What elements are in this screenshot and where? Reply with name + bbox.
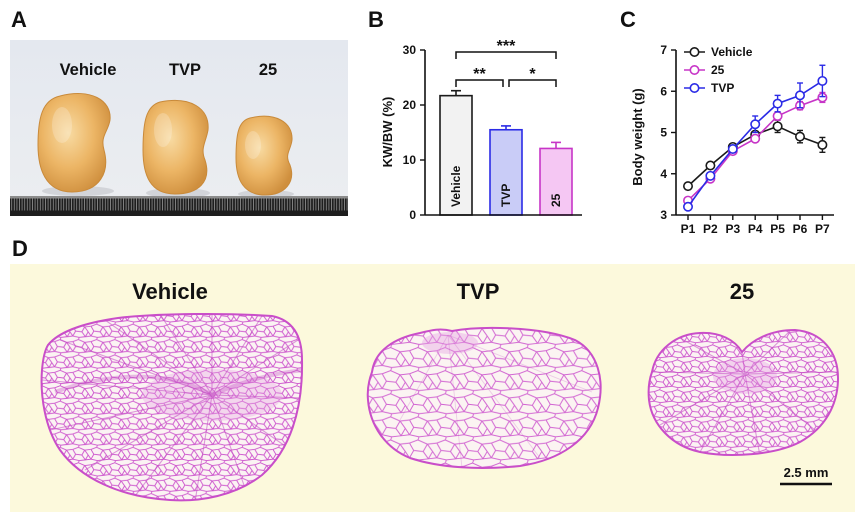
- legend-marker: [689, 83, 700, 94]
- bar-y-tick-label: 10: [403, 153, 417, 167]
- kidney-highlight: [52, 107, 72, 143]
- photo-label-vehicle: Vehicle: [60, 61, 117, 79]
- data-point: [772, 121, 783, 132]
- line-y-tick-label: 3: [660, 208, 667, 222]
- data-point: [705, 170, 716, 181]
- panel-a-label: A: [11, 7, 27, 32]
- data-point: [750, 119, 761, 130]
- bar-label-tvp: TVP: [499, 184, 513, 207]
- data-point: [727, 144, 738, 155]
- data-point: [772, 98, 783, 109]
- line-y-tick-label: 6: [660, 84, 667, 98]
- series-tvp: [682, 64, 828, 212]
- legend-label: Vehicle: [711, 45, 753, 59]
- hilum-region: [422, 332, 478, 354]
- ruler-ticks: [10, 198, 348, 211]
- line-x-tick-label: P4: [748, 222, 763, 236]
- line-x-tick-label: P6: [793, 222, 808, 236]
- significance-label: *: [529, 66, 536, 83]
- line-x-tick-label: P7: [815, 222, 830, 236]
- significance-label: **: [473, 66, 486, 83]
- data-point: [682, 201, 693, 212]
- series-line-25: [687, 96, 823, 202]
- significance-bracket: [508, 79, 557, 87]
- data-point: [817, 75, 828, 86]
- line-y-tick-label: 4: [660, 167, 667, 181]
- legend-marker: [689, 46, 700, 57]
- panel-d-label: D: [12, 236, 28, 261]
- panel-a: A Vehicle TVP 25: [10, 7, 348, 216]
- line-x-tick-label: P2: [703, 222, 718, 236]
- line-y-tick-label: 7: [660, 43, 667, 57]
- bar-y-tick-label: 20: [403, 98, 417, 112]
- bar-label-25: 25: [549, 193, 563, 207]
- line-y-tick-label: 5: [660, 126, 667, 140]
- line-x-tick-label: P1: [681, 222, 696, 236]
- histology-section-vehicle: [40, 312, 304, 502]
- legend-marker: [689, 65, 700, 76]
- bar-label-vehicle: Vehicle: [449, 165, 463, 207]
- line-x-tick-label: P5: [770, 222, 785, 236]
- data-point: [817, 139, 828, 150]
- kidney-highlight: [245, 131, 261, 159]
- bar-y-tick-label: 0: [409, 208, 416, 222]
- histology-section-tvp: [366, 326, 602, 469]
- significance-bracket: [455, 79, 504, 87]
- line-chart: 3 4 5 6 7 P1 P2 P3 P4 P5 P6 P7 Vehicle 25 TVP: [660, 43, 834, 236]
- radial-ducts: [41, 313, 303, 501]
- significance-label: ***: [497, 38, 516, 55]
- series-25: [682, 91, 828, 206]
- legend-item-tvp: TVP: [684, 81, 734, 95]
- line-y-axis-title: Body weight (g): [630, 88, 645, 186]
- panel-b-label: B: [368, 7, 384, 32]
- kidney-vehicle: [37, 92, 111, 193]
- scale-bar-label: 2.5 mm: [784, 465, 829, 480]
- ruler: [10, 196, 348, 216]
- ruler-edge: [10, 196, 348, 199]
- section-label-25: 25: [730, 279, 754, 304]
- panel-d: D Vehicle TVP 25: [10, 236, 855, 512]
- panel-c-label: C: [620, 7, 636, 32]
- data-point: [794, 90, 805, 101]
- data-point: [682, 181, 693, 192]
- significance-bracket: [455, 51, 557, 59]
- data-point: [794, 131, 805, 142]
- histology-ducts-25: [651, 330, 838, 455]
- panel-c: C Body weight (g) 3 4 5 6 7 P1 P2 P3 P4 P5 P6 P7 Veh…: [620, 7, 834, 236]
- histology-ducts-vehicle: [41, 313, 303, 501]
- scale-bar: 2.5 mm: [780, 465, 832, 486]
- kidney-tvp: [142, 100, 209, 195]
- histology-section-25: [647, 329, 839, 456]
- data-point: [772, 111, 783, 122]
- histology-ducts-tvp: [399, 332, 593, 468]
- kidney-25: [235, 115, 293, 196]
- bar-y-axis-title: KW/BW (%): [380, 97, 395, 168]
- section-label-tvp: TVP: [457, 279, 500, 304]
- photo-label-25: 25: [259, 61, 277, 79]
- legend-label: TVP: [711, 81, 734, 95]
- legend-label: 25: [711, 63, 725, 77]
- radial-ducts: [651, 330, 838, 455]
- data-point: [750, 133, 761, 144]
- photo-label-tvp: TVP: [169, 61, 201, 79]
- radial-ducts: [399, 334, 593, 468]
- bar-y-tick-label: 30: [403, 43, 417, 57]
- section-label-vehicle: Vehicle: [132, 279, 208, 304]
- legend-item-25: 25: [684, 63, 725, 77]
- legend-item-vehicle: Vehicle: [684, 45, 753, 59]
- data-point: [705, 160, 716, 171]
- kidney-highlight: [154, 113, 172, 147]
- duct-band: [54, 368, 303, 398]
- line-x-tick-label: P3: [725, 222, 740, 236]
